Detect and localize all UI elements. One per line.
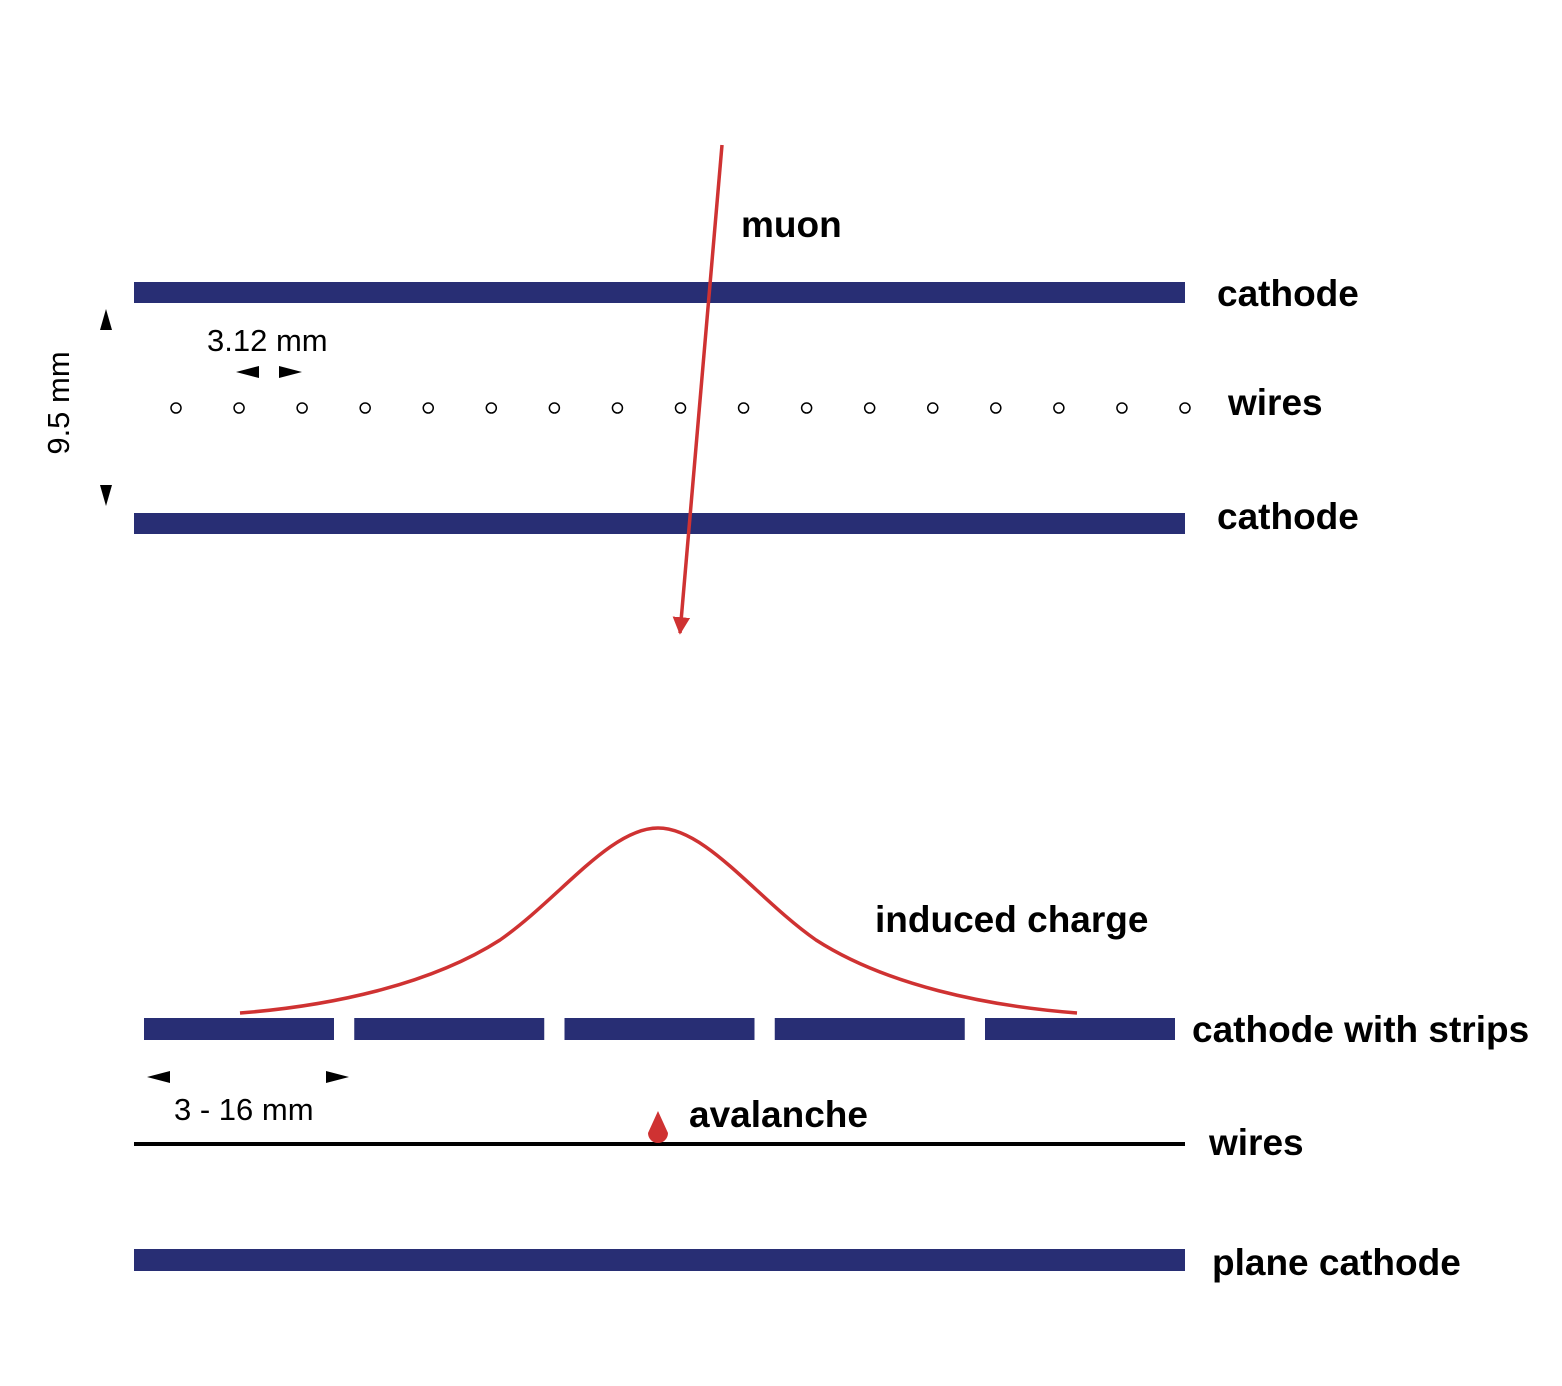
strip-arrow-left-icon <box>147 1071 170 1083</box>
strip-arrow-right-icon <box>326 1071 349 1083</box>
cathode-strip-2 <box>354 1018 545 1040</box>
wire-5 <box>422 402 434 414</box>
avalanche-label: avalanche <box>689 1094 868 1135</box>
wire-12 <box>863 402 876 414</box>
wire-row <box>170 402 1191 414</box>
strip-width-label: 3 - 16 mm <box>174 1092 314 1127</box>
wire-3 <box>296 402 308 414</box>
upper-cathode-label: cathode <box>1217 273 1359 314</box>
wire-14 <box>990 402 1002 414</box>
lower-cathode-label: cathode <box>1217 496 1359 537</box>
upper-cathode-plate <box>134 282 1185 303</box>
plane-cathode-label: plane cathode <box>1212 1242 1461 1283</box>
wire-10 <box>737 402 750 414</box>
induced-charge-label: induced charge <box>875 899 1148 940</box>
wire-4 <box>359 402 371 414</box>
strips-cathode-label: cathode with strips <box>1192 1009 1529 1050</box>
wire-16 <box>1116 402 1128 414</box>
lower-cathode-plate <box>134 513 1185 534</box>
gap-arrow-down-icon <box>100 485 112 506</box>
top-wires-label: wires <box>1227 382 1323 423</box>
muon-track <box>672 144 724 635</box>
wire-15 <box>1053 402 1065 414</box>
bottom-wires-label: wires <box>1208 1122 1304 1163</box>
wire-11 <box>800 402 813 414</box>
gap-label: 9.5 mm <box>41 351 76 454</box>
cathode-strip-4 <box>774 1018 965 1040</box>
wire-1 <box>170 402 182 414</box>
strip-row <box>144 1018 1175 1040</box>
wire-pitch-label: 3.12 mm <box>207 323 328 358</box>
pitch-arrow-right-icon <box>279 366 302 378</box>
wire-6 <box>485 402 498 414</box>
cathode-strip-3 <box>564 1018 755 1040</box>
wire-13 <box>927 402 939 414</box>
pitch-arrow-left-icon <box>236 366 259 378</box>
top-chamber: cathode wires cathode 3.12 mm 9.5 mm muo… <box>41 144 1359 635</box>
wire-8 <box>611 402 624 414</box>
plane-cathode-plate <box>134 1249 1185 1271</box>
induced-charge-curve <box>239 826 1078 1015</box>
avalanche-drop-icon <box>648 1111 668 1143</box>
cathode-strip-5 <box>985 1018 1175 1040</box>
wire-2 <box>233 402 245 414</box>
cathode-strip-1 <box>144 1018 334 1040</box>
wire-9 <box>674 402 687 414</box>
gap-arrow-up-icon <box>100 309 112 330</box>
muon-label: muon <box>741 204 842 245</box>
wire-17 <box>1179 402 1191 414</box>
bottom-chamber: induced charge cathode with strips 3 - 1… <box>134 826 1529 1283</box>
wire-7 <box>548 402 561 414</box>
